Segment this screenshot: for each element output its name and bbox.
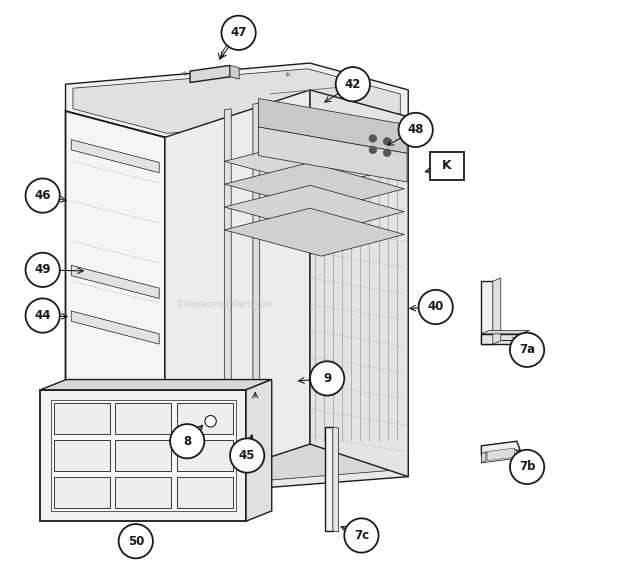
Text: *: * [285, 72, 290, 82]
Text: 45: 45 [239, 449, 255, 462]
Circle shape [25, 179, 60, 213]
Polygon shape [115, 440, 171, 471]
Circle shape [335, 67, 370, 102]
Circle shape [399, 113, 433, 147]
Polygon shape [177, 403, 233, 434]
Text: 7b: 7b [519, 460, 535, 474]
Polygon shape [253, 401, 257, 441]
Polygon shape [66, 111, 165, 491]
Circle shape [370, 146, 376, 153]
Polygon shape [177, 477, 233, 508]
Polygon shape [224, 139, 404, 188]
Polygon shape [115, 403, 171, 434]
Polygon shape [53, 477, 110, 508]
Polygon shape [40, 379, 272, 390]
Polygon shape [310, 90, 408, 476]
Text: 40: 40 [427, 301, 444, 313]
Polygon shape [487, 448, 515, 461]
Circle shape [370, 135, 376, 142]
Text: 50: 50 [128, 535, 144, 548]
Polygon shape [71, 139, 159, 173]
Circle shape [384, 138, 391, 145]
Circle shape [344, 518, 379, 553]
Text: 48: 48 [407, 123, 424, 137]
Polygon shape [259, 99, 407, 153]
Polygon shape [66, 429, 408, 495]
Polygon shape [481, 452, 486, 463]
Polygon shape [40, 390, 246, 521]
Polygon shape [177, 440, 233, 471]
Circle shape [384, 149, 391, 156]
Text: *: * [182, 71, 187, 81]
Text: 44: 44 [35, 309, 51, 322]
Text: 46: 46 [35, 189, 51, 202]
Polygon shape [493, 278, 501, 344]
Polygon shape [73, 69, 401, 133]
Circle shape [510, 333, 544, 367]
Polygon shape [76, 435, 399, 488]
Text: 8: 8 [183, 435, 192, 448]
Polygon shape [224, 109, 231, 475]
Circle shape [230, 439, 264, 472]
Polygon shape [71, 311, 159, 344]
Circle shape [118, 524, 153, 559]
FancyBboxPatch shape [430, 152, 464, 180]
Polygon shape [53, 440, 110, 471]
Text: 7c: 7c [354, 529, 369, 542]
Circle shape [25, 253, 60, 287]
Polygon shape [51, 400, 236, 511]
Polygon shape [224, 208, 404, 256]
Polygon shape [224, 185, 404, 233]
Text: ©ReplacementParts.com: ©ReplacementParts.com [177, 300, 272, 309]
Text: 42: 42 [345, 77, 361, 91]
Polygon shape [53, 403, 110, 434]
Circle shape [170, 424, 205, 459]
Circle shape [310, 361, 344, 395]
Polygon shape [71, 265, 159, 298]
Polygon shape [246, 379, 272, 521]
Text: K: K [442, 160, 452, 172]
Polygon shape [205, 414, 219, 427]
Text: 49: 49 [35, 263, 51, 276]
Circle shape [205, 416, 216, 427]
Polygon shape [259, 127, 407, 182]
Polygon shape [333, 427, 339, 532]
Polygon shape [224, 162, 404, 211]
Text: 47: 47 [231, 26, 247, 39]
Polygon shape [253, 103, 260, 470]
Polygon shape [115, 477, 171, 508]
Circle shape [510, 450, 544, 484]
Polygon shape [481, 441, 520, 456]
Polygon shape [481, 334, 521, 344]
Polygon shape [165, 90, 310, 491]
Polygon shape [481, 449, 517, 463]
Circle shape [418, 290, 453, 324]
Polygon shape [481, 331, 529, 334]
Polygon shape [326, 427, 333, 531]
Polygon shape [481, 281, 493, 344]
Circle shape [221, 15, 255, 50]
Polygon shape [66, 63, 408, 137]
Text: 9: 9 [323, 372, 331, 385]
Circle shape [25, 298, 60, 333]
Polygon shape [230, 65, 239, 79]
Polygon shape [190, 65, 230, 83]
Text: 7a: 7a [519, 343, 535, 356]
